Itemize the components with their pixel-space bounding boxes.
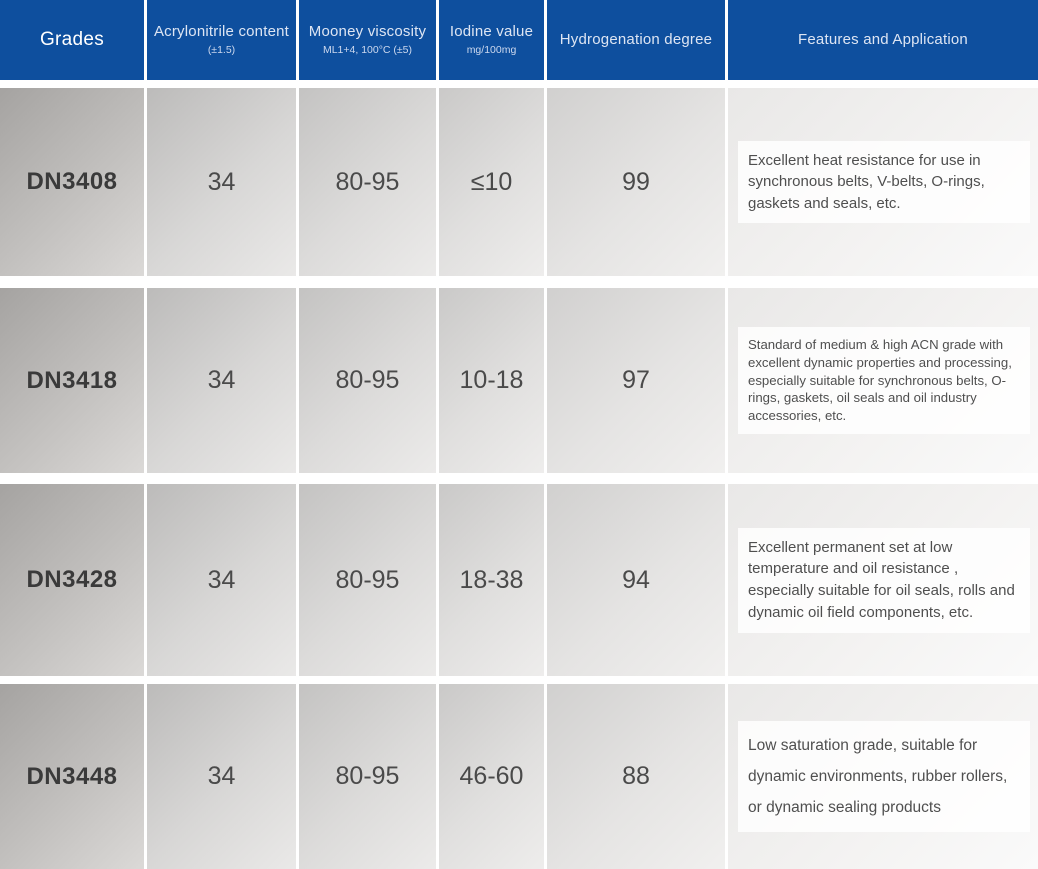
header-cell-features-and-application: Features and Application: [728, 0, 1038, 80]
iodine-value: 10-18: [459, 366, 524, 394]
mooney-viscosity-value: 80-95: [335, 167, 400, 196]
acrylonitrile-content-value: 34: [207, 762, 236, 790]
column-title: Features and Application: [798, 30, 968, 48]
iodine-value-cell: ≤10: [439, 88, 544, 276]
iodine-value-cell: 10-18: [439, 288, 544, 473]
column-subtitle: ML1+4, 100°C (±5): [322, 43, 413, 56]
mooney-viscosity-cell: 80-95: [299, 88, 436, 276]
acrylonitrile-content-cell: 34: [147, 484, 296, 676]
column-subtitle: mg/100mg: [466, 43, 517, 56]
features-description: Excellent heat resistance for use in syn…: [738, 141, 1030, 223]
features-description: Low saturation grade, suitable for dynam…: [738, 721, 1030, 832]
features-description: Standard of medium & high ACN grade with…: [738, 327, 1030, 434]
iodine-value: 46-60: [459, 762, 524, 790]
header-cell-iodine-value: Iodine value mg/100mg: [439, 0, 544, 80]
acrylonitrile-content-cell: 34: [147, 684, 296, 869]
acrylonitrile-content-cell: 34: [147, 88, 296, 276]
features-cell: Low saturation grade, suitable for dynam…: [728, 684, 1038, 869]
features-cell: Standard of medium & high ACN grade with…: [728, 288, 1038, 473]
table-row: DN3448 34 80-95 46-60 88 Low saturation …: [0, 684, 1038, 869]
mooney-viscosity-cell: 80-95: [299, 684, 436, 869]
grades-header-label: Grades: [39, 29, 105, 51]
grade-cell: DN3418: [0, 288, 144, 473]
iodine-value-cell: 46-60: [439, 684, 544, 869]
acrylonitrile-content-value: 34: [207, 167, 236, 196]
mooney-viscosity-value: 80-95: [335, 366, 400, 394]
hydrogenation-degree-cell: 88: [547, 684, 725, 869]
hydrogenation-degree-value: 99: [622, 167, 650, 196]
mooney-viscosity-value: 80-95: [335, 565, 400, 594]
table-row: DN3418 34 80-95 10-18 97 Standard of med…: [0, 288, 1038, 473]
features-cell: Excellent heat resistance for use in syn…: [728, 88, 1038, 276]
grade-cell: DN3408: [0, 88, 144, 276]
column-title: Hydrogenation degree: [559, 30, 713, 48]
acrylonitrile-content-cell: 34: [147, 288, 296, 473]
grade-name: DN3408: [26, 168, 118, 195]
table-row: DN3428 34 80-95 18-38 94 Excellent perma…: [0, 484, 1038, 676]
header-cell-acrylonitrile-content: Acrylonitrile content (±1.5): [147, 0, 296, 80]
grade-name: DN3448: [26, 762, 118, 790]
iodine-value-cell: 18-38: [439, 484, 544, 676]
header-cell-grades: Grades: [0, 0, 144, 80]
acrylonitrile-content-value: 34: [207, 366, 236, 394]
hydrogenation-degree-value: 94: [622, 565, 650, 594]
column-title: Acrylonitrile content: [153, 23, 290, 41]
acrylonitrile-content-value: 34: [207, 565, 236, 594]
column-title: Iodine value: [449, 23, 534, 41]
hydrogenation-degree-value: 88: [622, 762, 650, 790]
header-cell-hydrogenation-degree: Hydrogenation degree: [547, 0, 725, 80]
grade-name: DN3418: [26, 366, 118, 394]
hydrogenation-degree-cell: 97: [547, 288, 725, 473]
table-header-row: Grades Acrylonitrile content (±1.5) Moon…: [0, 0, 1038, 80]
grade-name: DN3428: [26, 566, 118, 593]
column-subtitle: (±1.5): [207, 43, 236, 56]
iodine-value: 18-38: [459, 565, 524, 594]
hydrogenation-degree-value: 97: [622, 366, 650, 394]
iodine-value: ≤10: [470, 167, 513, 196]
features-description: Excellent permanent set at low temperatu…: [738, 527, 1030, 633]
mooney-viscosity-cell: 80-95: [299, 484, 436, 676]
mooney-viscosity-value: 80-95: [335, 762, 400, 790]
column-title: Mooney viscosity: [308, 23, 427, 41]
hydrogenation-degree-cell: 99: [547, 88, 725, 276]
features-cell: Excellent permanent set at low temperatu…: [728, 484, 1038, 676]
grade-cell: DN3448: [0, 684, 144, 869]
header-cell-mooney-viscosity: Mooney viscosity ML1+4, 100°C (±5): [299, 0, 436, 80]
grade-cell: DN3428: [0, 484, 144, 676]
mooney-viscosity-cell: 80-95: [299, 288, 436, 473]
hydrogenation-degree-cell: 94: [547, 484, 725, 676]
table-row: DN3408 34 80-95 ≤10 99 Excellent heat re…: [0, 88, 1038, 276]
